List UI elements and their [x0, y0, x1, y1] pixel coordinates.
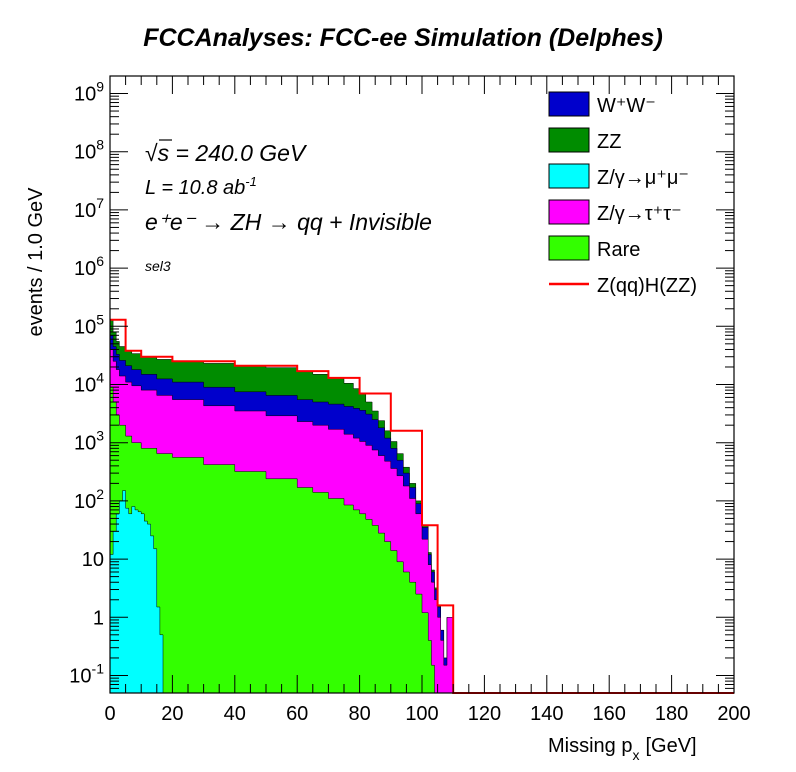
x-tick-label: 160 — [593, 703, 626, 725]
y-tick-label: 109 — [74, 79, 104, 106]
lumi-value: L = 10.8 ab — [145, 177, 245, 199]
x-tick-label: 40 — [224, 703, 246, 725]
sqrt-symbol: √ — [145, 140, 158, 166]
legend-item: Z(qq)H(ZZ) — [549, 275, 697, 297]
y-tick-label: 105 — [74, 311, 104, 338]
legend-item: ZZ — [548, 127, 621, 153]
legend-label: Z/γ→μ⁺μ⁻ — [597, 167, 689, 189]
x-tick-label: 200 — [717, 703, 750, 725]
legend-label: Rare — [597, 239, 640, 261]
legend-swatch — [548, 235, 590, 261]
legend-swatch — [548, 199, 590, 225]
legend-item: W⁺W⁻ — [548, 91, 656, 117]
annotation-selection: sel3 — [145, 258, 171, 274]
y-tick-label: 106 — [74, 253, 104, 280]
x-axis: 0 20 40 60 80 100 120 140 160 180 200 — [104, 76, 751, 725]
legend-label: W⁺W⁻ — [597, 95, 656, 117]
legend-swatch — [548, 91, 590, 117]
legend-swatch — [548, 127, 590, 153]
series-mumu — [109, 490, 164, 694]
x-tick-label: 0 — [104, 703, 115, 725]
x-axis-label: Missing px [GeV] — [548, 735, 697, 763]
x-tick-label: 80 — [348, 703, 370, 725]
y-tick-label: 10 — [82, 549, 104, 571]
legend-label: ZZ — [597, 131, 621, 153]
series-signal-line — [110, 318, 734, 694]
annotation-lumi: L = 10.8 ab-1 — [145, 174, 257, 199]
series-rare — [109, 386, 454, 694]
y-tick-label: 107 — [74, 195, 104, 222]
y-axis-label: events / 1.0 GeV — [25, 187, 47, 337]
x-tick-label: 140 — [530, 703, 563, 725]
annotation-process: e⁺e⁻ → ZH → qq + Invisible — [145, 209, 432, 235]
y-tick-label: 102 — [74, 486, 104, 513]
y-axis: 10-1 1 10 102 103 104 105 106 107 108 109 — [69, 75, 734, 694]
y-tick-label: 1 — [93, 607, 104, 629]
x-tick-label: 180 — [655, 703, 688, 725]
annotation-sqrt-s: √s = 240.0 GeV — [145, 140, 308, 166]
x-axis-label-unit: [GeV] — [645, 735, 696, 757]
legend-item: Z/γ→μ⁺μ⁻ — [548, 163, 689, 189]
legend-item: Z/γ→τ⁺τ⁻ — [548, 199, 682, 225]
y-tick-label: 104 — [74, 370, 104, 397]
legend: W⁺W⁻ ZZ Z/γ→μ⁺μ⁻ Z/γ→τ⁺τ⁻ Rare Z(qq)H(ZZ) — [548, 91, 697, 297]
legend-label: Z(qq)H(ZZ) — [597, 275, 697, 297]
sqrt-value: = 240.0 GeV — [169, 140, 308, 166]
chart-title: FCCAnalyses: FCC-ee Simulation (Delphes) — [143, 24, 663, 52]
x-tick-label: 100 — [405, 703, 438, 725]
y-tick-label: 108 — [74, 137, 104, 164]
x-tick-label: 20 — [161, 703, 183, 725]
x-tick-label: 120 — [468, 703, 501, 725]
sqrt-var: s — [158, 140, 170, 166]
y-tick-label: 103 — [74, 428, 104, 455]
x-axis-label-sub: x — [632, 747, 639, 763]
x-tick-label: 60 — [286, 703, 308, 725]
lumi-exp: -1 — [245, 174, 257, 189]
legend-item: Rare — [548, 235, 640, 261]
legend-swatch — [548, 163, 590, 189]
y-tick-label: 10-1 — [69, 660, 104, 687]
series-layer — [109, 318, 734, 694]
x-axis-label-main: Missing p — [548, 735, 632, 757]
legend-label: Z/γ→τ⁺τ⁻ — [597, 203, 682, 225]
